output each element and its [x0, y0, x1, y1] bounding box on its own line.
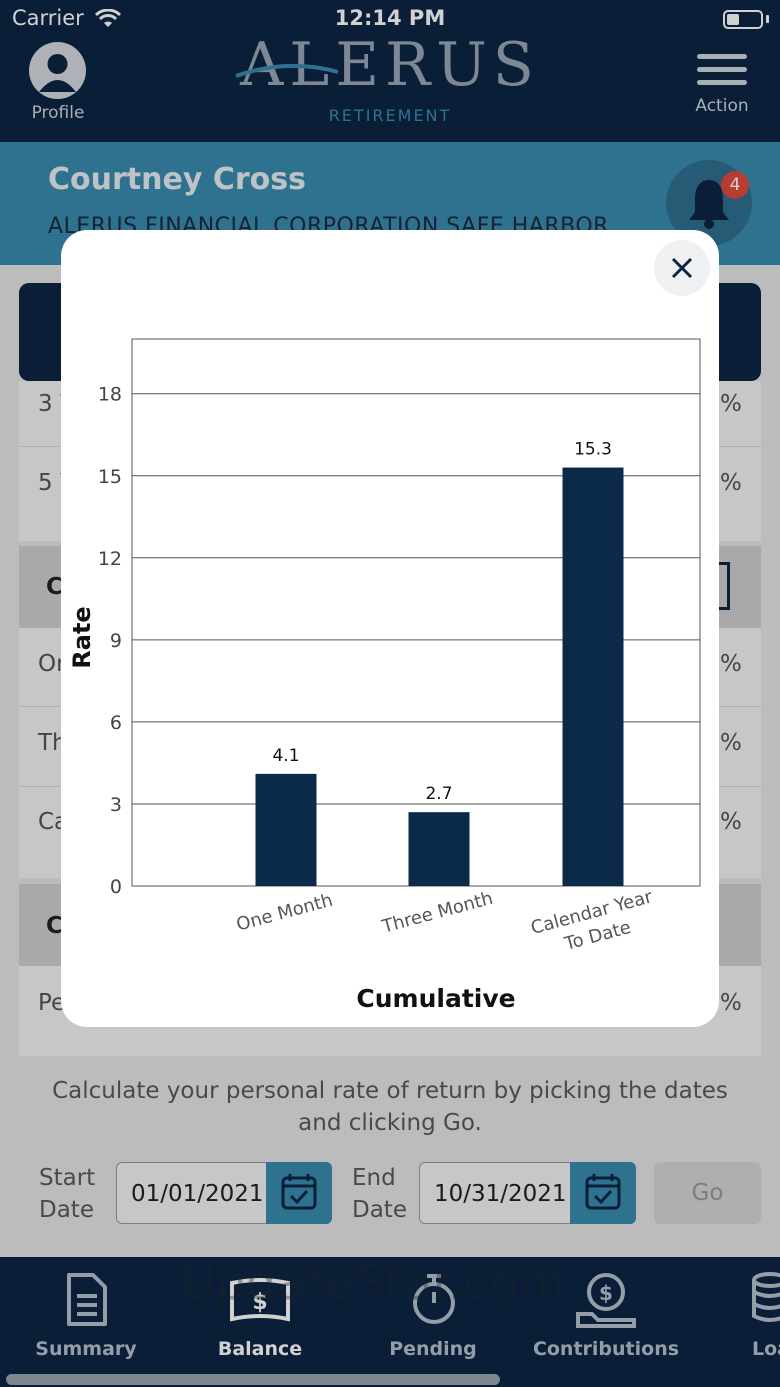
- data-label: 15.3: [574, 440, 612, 460]
- profile-icon[interactable]: [29, 42, 86, 99]
- svg-text:$: $: [252, 1290, 267, 1315]
- svg-text:$: $: [599, 1281, 613, 1305]
- calendar-icon: [585, 1174, 621, 1210]
- x-tick-label-line: One Month: [234, 890, 335, 936]
- scroll-indicator: [6, 1374, 500, 1385]
- user-name: Courtney Cross: [48, 162, 306, 197]
- x-axis-label: Cumulative: [356, 984, 515, 1013]
- nav-balance[interactable]: Balance: [217, 1338, 303, 1360]
- y-tick-label: 0: [110, 876, 122, 898]
- start-date-value[interactable]: 01/01/2021: [131, 1181, 264, 1207]
- end-calendar-button[interactable]: [570, 1162, 636, 1224]
- bell-icon: [689, 180, 729, 229]
- logo-subtext: RETIREMENT: [328, 106, 452, 125]
- notification-badge: 4: [721, 171, 749, 199]
- x-tick-label: Three Month: [379, 888, 495, 938]
- y-tick-label: 6: [110, 712, 122, 734]
- calendar-icon: [281, 1174, 317, 1210]
- close-icon: [671, 257, 693, 279]
- bar: [408, 812, 470, 886]
- y-tick-label: 3: [110, 794, 122, 816]
- battery-icon: [723, 10, 763, 29]
- y-tick-label: 15: [98, 466, 122, 488]
- wifi-icon: [95, 9, 121, 27]
- bottom-nav: [0, 1257, 780, 1387]
- money-bill-icon[interactable]: $: [228, 1275, 292, 1327]
- nav-summary[interactable]: Summary: [35, 1338, 137, 1360]
- y-tick-label: 18: [98, 384, 122, 406]
- nav-pending[interactable]: Pending: [389, 1338, 477, 1360]
- logo-swoosh: [235, 63, 339, 78]
- row-pct: %: [720, 809, 742, 835]
- coin-hand-icon[interactable]: $: [574, 1270, 638, 1328]
- section-label: C: [46, 913, 63, 939]
- hamburger-icon[interactable]: [697, 54, 747, 59]
- y-tick-label: 9: [110, 630, 122, 652]
- bar: [255, 773, 317, 886]
- status-carrier: Carrier: [12, 6, 84, 30]
- close-button[interactable]: [654, 240, 710, 296]
- status-time: 12:14 PM: [334, 6, 446, 30]
- row-pct: %: [720, 651, 742, 677]
- x-tick-label-line: Three Month: [379, 888, 495, 938]
- x-tick-label: One Month: [234, 890, 335, 936]
- row-pct: %: [720, 730, 742, 756]
- stopwatch-icon[interactable]: [409, 1270, 459, 1328]
- go-button[interactable]: Go: [654, 1162, 761, 1224]
- section-label: C: [46, 574, 63, 600]
- end-date-value[interactable]: 10/31/2021: [434, 1181, 567, 1207]
- profile-label[interactable]: Profile: [31, 103, 85, 123]
- document-icon[interactable]: [63, 1272, 109, 1328]
- nav-loans[interactable]: Loa: [752, 1338, 780, 1360]
- y-axis-label: Rate: [68, 606, 96, 668]
- start-date-label: Start Date: [39, 1165, 96, 1223]
- nav-contributions[interactable]: Contributions: [532, 1338, 680, 1360]
- action-label[interactable]: Action: [695, 96, 749, 116]
- start-calendar-button[interactable]: [266, 1162, 332, 1224]
- row-label: Pe: [38, 990, 66, 1016]
- data-label: 2.7: [425, 784, 452, 804]
- y-tick-label: 12: [98, 548, 122, 570]
- watermark: UpdateStar.com: [180, 1255, 566, 1311]
- data-label: 4.1: [272, 746, 299, 766]
- bar: [562, 467, 624, 886]
- end-date-label: End Date: [352, 1165, 407, 1223]
- calc-instructions: Calculate your personal rate of return b…: [52, 1078, 728, 1136]
- row-pct: %: [720, 391, 742, 417]
- row-pct: %: [720, 470, 742, 496]
- coins-stack-icon[interactable]: [750, 1272, 780, 1328]
- row-pct: %: [720, 990, 742, 1016]
- app-header: [0, 0, 780, 142]
